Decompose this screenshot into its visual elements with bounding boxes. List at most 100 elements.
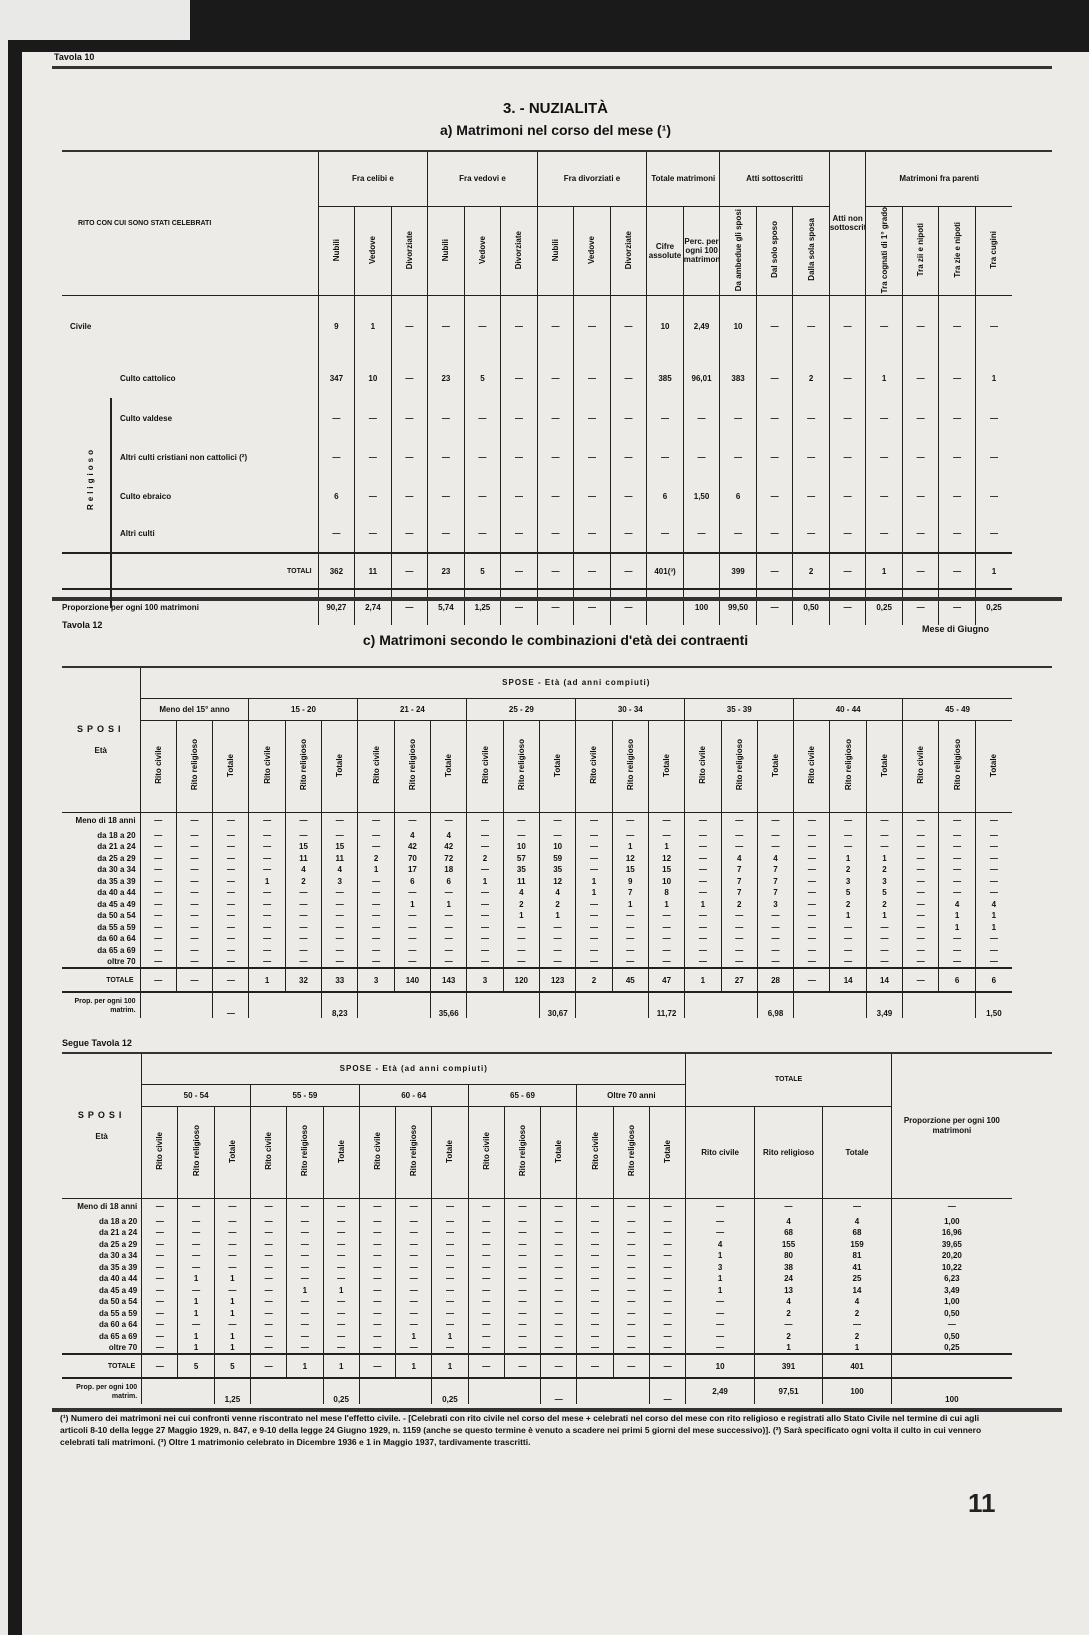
table-cell: — — [286, 1239, 324, 1251]
table-cell: — — [938, 853, 976, 865]
row-label: da 25 a 29 — [98, 1239, 138, 1249]
table-cell: — — [573, 295, 611, 358]
table-cell: 1 — [213, 1296, 251, 1308]
religious-bracket — [110, 398, 118, 608]
total-cell: 2 — [792, 552, 830, 590]
table-cell: 1 — [248, 876, 286, 888]
table-cell: — — [431, 1319, 469, 1331]
table-cell: — — [538, 945, 576, 957]
table-cell: 1 — [213, 1342, 251, 1354]
table-cell: — — [974, 864, 1012, 876]
table-cell: — — [431, 1273, 469, 1285]
total-cell: 2 — [575, 967, 613, 992]
header-column-label: Divorziate — [404, 230, 414, 269]
table-cell: — — [576, 1273, 614, 1285]
table-cell: — — [865, 399, 903, 438]
table-cell: — — [719, 399, 757, 438]
table-cell: — — [248, 887, 286, 899]
table-cell: 81 — [822, 1250, 892, 1262]
table-cell: — — [467, 1239, 505, 1251]
table-cell: — — [354, 399, 392, 438]
total-cell: 399 — [719, 552, 757, 590]
table-cell: 6 — [317, 477, 355, 516]
table-cell: — — [431, 1285, 469, 1297]
table-cell: — — [938, 295, 976, 358]
sub-column-label: Rito civile — [590, 1132, 600, 1170]
sposi-label: SPOSI — [77, 1110, 126, 1121]
table-cell: 2 — [753, 1308, 823, 1320]
table-cell: — — [500, 399, 538, 438]
age-group-header: 40 - 44 — [793, 698, 903, 721]
table-cell: — — [463, 477, 501, 516]
table-cell: — — [865, 515, 903, 554]
proportion-cell: 35,66 — [430, 991, 467, 1018]
table-cell: — — [755, 437, 793, 478]
total-cell — [682, 552, 720, 590]
table-cell: — — [139, 933, 177, 945]
totals-label: Totali — [62, 552, 319, 590]
table-cell: 80 — [753, 1250, 823, 1262]
table-row: oltre 70— — — — — — — — — — — — — — — — — — — — — — — — — [62, 956, 1012, 968]
table-cell: — — [685, 1216, 755, 1228]
table-cell: — — [938, 864, 976, 876]
table-cell: — — [829, 812, 867, 830]
total-cell: 32 — [284, 967, 322, 992]
table-cell: — — [286, 1250, 324, 1262]
table-cell: — — [284, 887, 322, 899]
table-cell: — — [684, 910, 722, 922]
table-row: da 65 a 69—1 1— — — —1 1— — — — — — —2 2 0,50 — [62, 1331, 1012, 1343]
row-label: da 55 a 59 — [98, 1308, 138, 1318]
table-row: da 50 a 54—1 1— — — — — — — — — — — — —4 4 1,00 — [62, 1296, 1012, 1308]
sub-column-label: Rito civile — [262, 746, 272, 784]
age-group-header: 25 - 29 — [466, 698, 576, 721]
table-cell: — — [503, 1250, 541, 1262]
proportion-cell: 8,23 — [321, 991, 358, 1018]
table-cell: — — [684, 853, 722, 865]
sub-column-label: Rito religioso — [298, 739, 308, 791]
table-cell: — — [357, 841, 395, 853]
table-cell: — — [576, 1296, 614, 1308]
table-cell: — — [249, 1296, 287, 1308]
table-cell: — — [357, 910, 395, 922]
table-cell: — — [248, 922, 286, 934]
total-cell: 1 — [431, 1353, 469, 1378]
total-cell: 1 — [395, 1353, 432, 1378]
table-cell: — — [354, 437, 392, 478]
table-row: oltre 70—1 1— — — — — — — — — — — — —1 1 0,25 — [62, 1342, 1012, 1354]
table-cell: — — [685, 1308, 755, 1320]
table-cell: — — [938, 956, 976, 968]
totals-row: Totali 362 11—23 5— — — —401(³) 399—2—1— —1 — [62, 552, 1012, 590]
table-cell: — — [322, 1319, 360, 1331]
table-cell: — — [177, 1262, 215, 1274]
table-cell: 24 — [753, 1273, 823, 1285]
table-age-combinations: SPOSI Età SPOSE - Età (ad anni compiuti) Me… — [62, 668, 1012, 1018]
table-cell: — — [249, 1308, 287, 1320]
age-group-header: 15 - 20 — [248, 698, 358, 721]
table-cell: — — [466, 922, 504, 934]
table-cell: — — [322, 1250, 360, 1262]
table-cell: — — [358, 1239, 396, 1251]
table-cell: 17 — [393, 864, 431, 876]
table-cell: — — [828, 357, 866, 400]
table-cell: — — [974, 956, 1012, 968]
table-cell: — — [430, 945, 467, 957]
table-cell: — — [357, 876, 395, 888]
table-cell: — — [357, 887, 395, 899]
table-cell: — — [358, 1250, 396, 1262]
table-cell: — — [865, 933, 903, 945]
header-group: Fra celibi e — [317, 152, 428, 207]
total-header: Totale — [685, 1054, 892, 1107]
table-a-title: a) Matrimoni nel corso del mese (¹) — [439, 122, 672, 138]
table-cell: — — [466, 841, 504, 853]
table-cell: — — [648, 1285, 686, 1297]
table-cell: — — [974, 876, 1012, 888]
table-cell: — — [177, 1227, 215, 1239]
table-cell: 2 — [792, 357, 830, 400]
table-cell: — — [466, 933, 504, 945]
table-cell: — — [612, 1216, 650, 1228]
table-cell: — — [538, 922, 576, 934]
table-cell: — — [792, 437, 830, 478]
table-cell: — — [828, 437, 866, 478]
sub-column-header: Rito religioso — [177, 1106, 215, 1199]
header-column-label: Nubili — [550, 238, 560, 261]
